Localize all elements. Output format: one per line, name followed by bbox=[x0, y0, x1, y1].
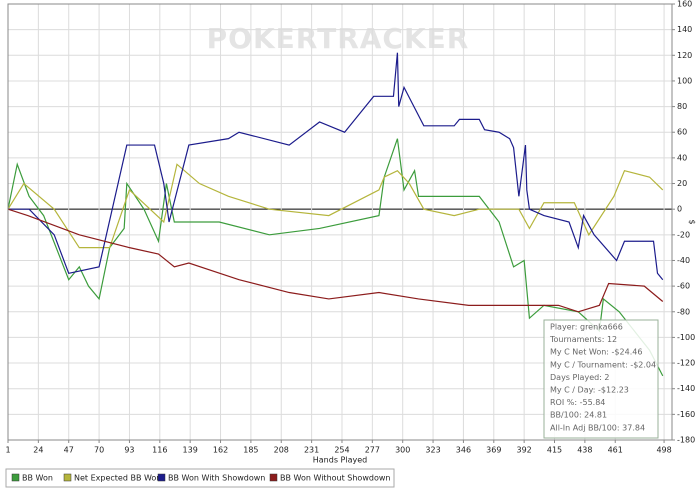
y-axis-label: $ bbox=[688, 219, 697, 224]
series-line bbox=[8, 52, 664, 281]
y-tick-label: -20 bbox=[677, 230, 690, 239]
stats-line: Tournaments: 12 bbox=[549, 335, 617, 344]
x-tick-label: 162 bbox=[213, 446, 228, 455]
legend-label: BB Won bbox=[22, 474, 53, 483]
x-tick-label: 24 bbox=[33, 446, 43, 455]
x-tick-label: 323 bbox=[425, 446, 440, 455]
stats-line: ROI %: -55.84 bbox=[550, 398, 605, 407]
y-tick-label: -120 bbox=[677, 359, 695, 368]
y-tick-label: -180 bbox=[677, 436, 695, 445]
x-tick-label: 461 bbox=[608, 446, 623, 455]
stats-line: Days Played: 2 bbox=[550, 373, 610, 382]
y-tick-label: 100 bbox=[677, 76, 692, 85]
x-tick-label: 116 bbox=[152, 446, 167, 455]
x-tick-label: 438 bbox=[577, 446, 592, 455]
x-tick-label: 47 bbox=[64, 446, 74, 455]
stats-line: My C Net Won: -$24.46 bbox=[550, 348, 642, 357]
legend-frame bbox=[5, 468, 395, 488]
y-tick-label: 60 bbox=[677, 128, 687, 137]
legend-swatch bbox=[11, 473, 20, 482]
legend-label: BB Won With Showdown bbox=[168, 474, 265, 483]
stats-line: My C / Tournament: -$2.04 bbox=[550, 360, 656, 369]
legend-swatch bbox=[63, 473, 72, 482]
x-tick-label: 415 bbox=[547, 446, 562, 455]
series-line bbox=[7, 208, 664, 313]
y-tick-label: -80 bbox=[677, 307, 690, 316]
y-tick-label: 40 bbox=[677, 153, 687, 162]
plot-frame bbox=[7, 3, 673, 441]
stats-line: BB/100: 24.81 bbox=[550, 411, 607, 420]
stats-box bbox=[543, 319, 659, 439]
x-tick-label: 346 bbox=[456, 446, 471, 455]
y-tick-label: -100 bbox=[677, 333, 695, 342]
y-tick-label: -40 bbox=[677, 256, 690, 265]
y-tick-label: 80 bbox=[677, 102, 687, 111]
x-axis-label: Hands Played bbox=[313, 456, 367, 465]
y-tick-label: 20 bbox=[677, 179, 687, 188]
x-tick-label: 254 bbox=[334, 446, 349, 455]
x-tick-label: 300 bbox=[395, 446, 410, 455]
x-tick-label: 185 bbox=[243, 446, 258, 455]
x-tick-label: 139 bbox=[183, 446, 198, 455]
legend-label: Net Expected BB Won bbox=[74, 474, 161, 483]
legend-swatch bbox=[269, 473, 278, 482]
stats: Player: grenka666 Tournaments: 12 My C Net… bbox=[549, 323, 656, 433]
legend-swatch bbox=[157, 473, 166, 482]
legend: BB Won Net Expected BB Won BB Won With Sho… bbox=[11, 473, 390, 483]
series-line bbox=[7, 138, 664, 377]
y-tick-label: -60 bbox=[677, 282, 690, 291]
stats-line: My C / Day: -$12.23 bbox=[550, 386, 629, 395]
legend-label: BB Won Without Showdown bbox=[280, 474, 390, 483]
x-tick-label: 277 bbox=[365, 446, 380, 455]
x-tick-label: 231 bbox=[304, 446, 319, 455]
y-tick-label: 120 bbox=[677, 51, 692, 60]
y-tick-label: 160 bbox=[677, 0, 692, 9]
stats-line: All-In Adj BB/100: 37.84 bbox=[550, 423, 645, 432]
y-tick-label: -140 bbox=[677, 384, 695, 393]
x-tick-label: 392 bbox=[517, 446, 532, 455]
x-tick-label: 1 bbox=[5, 446, 10, 455]
x-tick-label: 70 bbox=[94, 446, 104, 455]
lines bbox=[7, 52, 664, 377]
y-tick-label: 140 bbox=[677, 25, 692, 34]
y-tick-label: -160 bbox=[677, 410, 695, 419]
x-tick-label: 369 bbox=[486, 446, 501, 455]
x-tick-label: 208 bbox=[274, 446, 289, 455]
y-tick-label: 0 bbox=[677, 205, 682, 214]
x-tick-label: 498 bbox=[656, 446, 671, 455]
stats-line: Player: grenka666 bbox=[550, 323, 623, 332]
series-line bbox=[7, 163, 664, 249]
x-tick-label: 93 bbox=[124, 446, 134, 455]
watermark: POKERTRACKER bbox=[207, 22, 470, 55]
